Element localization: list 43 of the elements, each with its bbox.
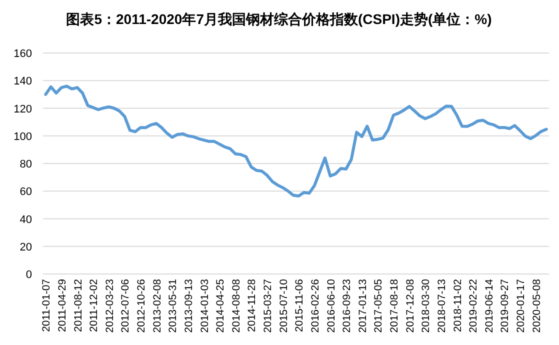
x-tick-label: 2011-04-29 (56, 278, 68, 332)
x-tick-label: 2012-03-23 (104, 278, 116, 333)
x-tick-label: 2014-01-03 (198, 278, 211, 333)
y-tick-label: 80 (20, 158, 32, 170)
x-tick-label: 2014-04-25 (214, 278, 227, 333)
x-tick-label: 2019-09-27 (499, 278, 512, 333)
x-tick-label: 2016-02-26 (309, 278, 322, 333)
y-tick-label: 140 (14, 76, 32, 88)
x-tick-label: 2011-12-02 (88, 278, 100, 332)
y-tick-label: 0 (26, 269, 32, 281)
y-tick-label: 120 (14, 103, 32, 116)
x-tick-label: 2018-11-02 (452, 278, 464, 332)
x-tick-label: 2019-02-22 (468, 278, 480, 333)
x-tick-label: 2015-07-10 (278, 278, 290, 333)
x-tick-label: 2015-11-06 (294, 278, 306, 332)
x-tick-label: 2020-01-17 (515, 278, 528, 333)
x-tick-label: 2013-02-08 (151, 278, 164, 333)
x-tick-label: 2015-03-27 (262, 278, 274, 333)
y-tick-label: 160 (14, 48, 32, 60)
x-tick-label: 2011-01-07 (40, 278, 53, 332)
x-tick-label: 2018-07-13 (436, 278, 448, 333)
x-tick-label: 2017-05-05 (372, 278, 385, 333)
x-tick-label: 2013-09-13 (182, 278, 195, 333)
y-tick-label: 100 (14, 130, 32, 143)
x-tick-label: 2017-08-18 (388, 278, 401, 333)
x-tick-label: 2020-05-08 (530, 278, 543, 333)
x-tick-label: 2011-08-12 (72, 278, 84, 332)
y-tick-label: 40 (20, 214, 32, 226)
x-tick-label: 2017-01-13 (356, 278, 369, 333)
x-tick-label: 2012-07-06 (120, 278, 132, 333)
x-tick-label: 2018-03-30 (420, 278, 432, 333)
chart-title: 图表5：2011-2020年7月我国钢材综合价格指数(CSPI)走势(单位：%) (66, 11, 492, 27)
y-tick-label: 20 (20, 241, 32, 254)
x-tick-label: 2016-09-23 (341, 278, 354, 333)
x-tick-label: 2014-08-08 (230, 278, 242, 333)
x-tick-label: 2016-06-10 (325, 278, 338, 333)
x-tick-label: 2019-06-14 (483, 278, 496, 333)
x-tick-label: 2012-10-26 (136, 278, 148, 333)
y-tick-label: 60 (20, 186, 32, 198)
x-tick-label: 2013-05-31 (167, 278, 180, 333)
line-series (44, 84, 548, 198)
x-tick-label: 2017-12-08 (404, 278, 416, 333)
x-tick-label: 2014-11-28 (246, 278, 258, 332)
